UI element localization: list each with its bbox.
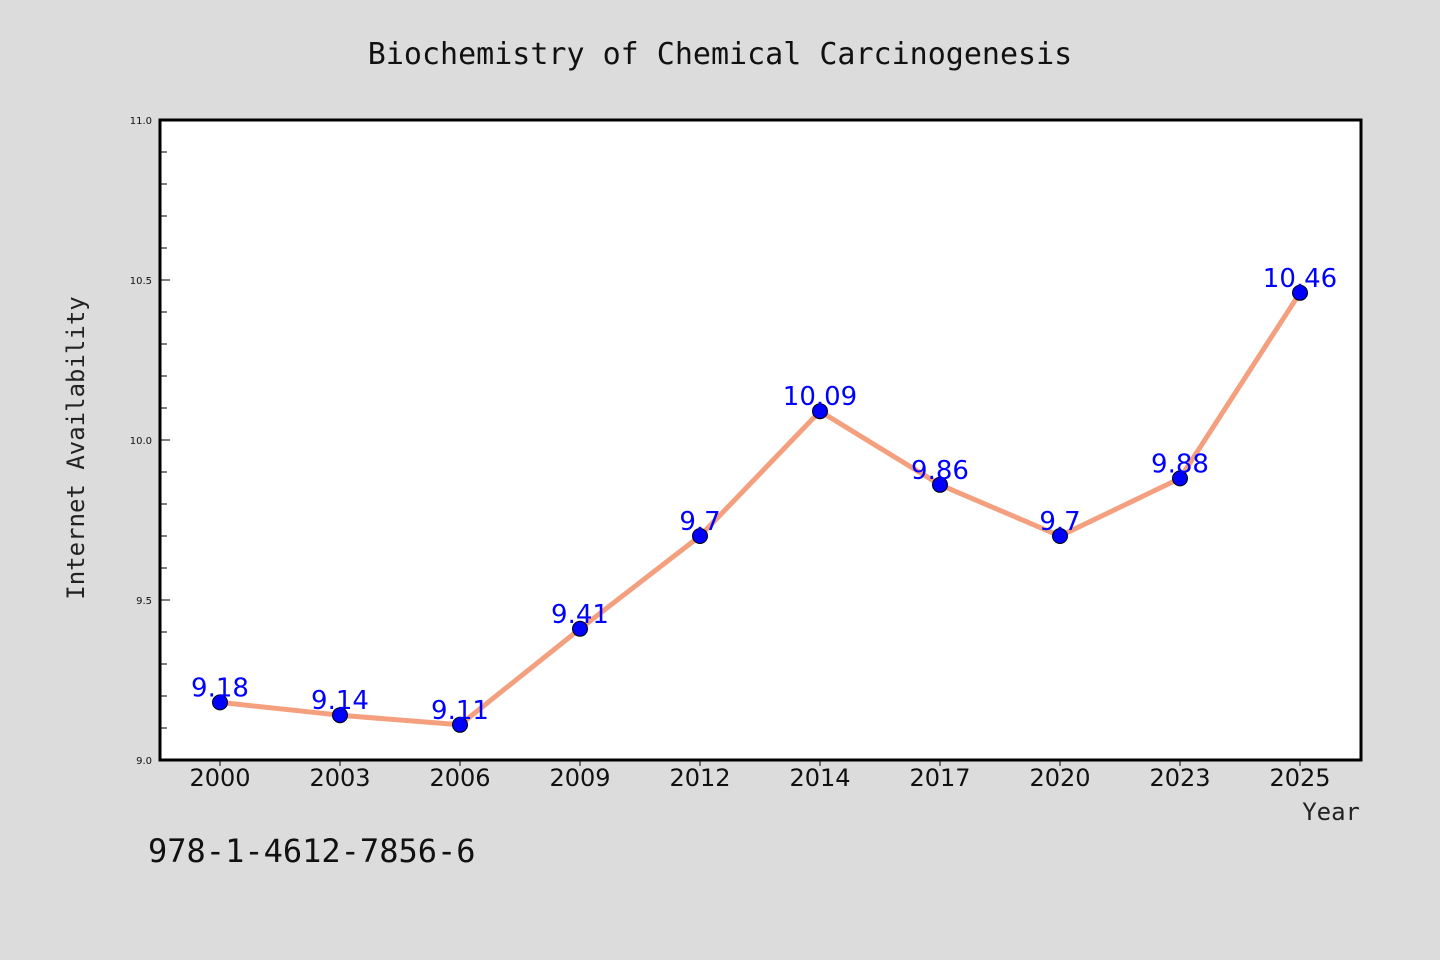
data-label: 9.18: [191, 673, 249, 703]
data-point: [1052, 528, 1068, 544]
data-label: 9.11: [431, 696, 489, 726]
x-tick-label: 2023: [1149, 764, 1210, 792]
data-point: [452, 716, 468, 733]
data-label: 9.7: [679, 507, 720, 537]
data-point: [332, 707, 348, 724]
y-tick-label: 10.5: [130, 276, 152, 287]
data-point: [812, 403, 828, 420]
x-tick-label: 2006: [429, 764, 490, 792]
series-line: [217, 290, 1303, 728]
x-tick-label: 2017: [909, 764, 970, 792]
x-tick-label: 2025: [1269, 764, 1330, 792]
data-label: 10.09: [783, 382, 857, 412]
x-tick-label: 2003: [309, 764, 370, 792]
series-layer: 9.18 9.14 9.11 9.41 9.7 10.09 9.86 9.7 9.88 10.46: [191, 264, 1337, 733]
data-point: [1172, 470, 1188, 487]
data-point: [1292, 284, 1308, 301]
data-point: [212, 694, 228, 711]
data-point: [572, 620, 588, 637]
y-axis-label: Internet Availability: [62, 296, 90, 599]
data-point: [692, 528, 708, 544]
data-label: 9.88: [1151, 449, 1209, 479]
plot-area: [160, 120, 1361, 760]
data-label: 9.41: [551, 600, 609, 630]
x-tick-label: 2012: [669, 764, 730, 792]
x-tick-label: 2020: [1029, 764, 1090, 792]
x-axis-ticks: 2000 2003 2006 2009 2012 2014 2017 2020 2023 2025: [189, 760, 1331, 792]
y-tick-label: 11.0: [130, 116, 152, 127]
y-tick-label: 10.0: [130, 436, 152, 447]
x-tick-label: 2009: [549, 764, 610, 792]
y-tick-label: 9.5: [136, 596, 152, 607]
x-tick-label: 2000: [189, 764, 250, 792]
chart-title: Biochemistry of Chemical Carcinogenesis: [368, 37, 1072, 72]
y-tick-label: 9.0: [136, 756, 152, 767]
plot-frame: [158, 118, 1363, 762]
data-label: 9.7: [1039, 507, 1080, 537]
data-label: 9.86: [911, 456, 969, 486]
data-label: 9.14: [311, 686, 369, 716]
data-point: [932, 476, 948, 493]
isbn-text: 978-1-4612-7856-6: [148, 832, 476, 870]
data-label: 10.46: [1263, 264, 1337, 294]
x-tick-label: 2014: [789, 764, 850, 792]
x-axis-label: Year: [1302, 798, 1360, 826]
